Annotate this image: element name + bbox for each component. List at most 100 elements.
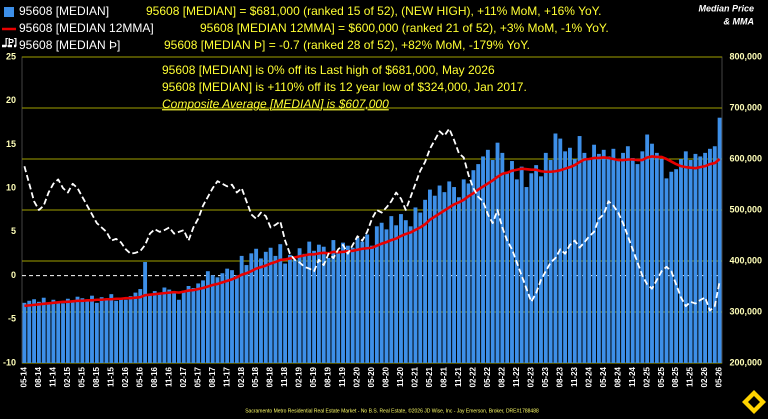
bar <box>534 165 539 363</box>
bar <box>645 134 650 363</box>
bar <box>611 148 616 363</box>
legend-label: 95608 [MEDIAN 12MMA] <box>19 21 154 35</box>
y-tick-label: -10 <box>3 357 16 367</box>
bar <box>360 241 365 363</box>
legend-label: 95608 [MEDIAN Þ] <box>19 38 120 52</box>
bar <box>32 299 36 363</box>
bar <box>355 238 360 363</box>
bar <box>640 151 645 363</box>
y2-tick-label: 300,000 <box>729 306 762 316</box>
bar <box>519 166 524 363</box>
bar <box>201 280 205 363</box>
bar <box>148 295 152 363</box>
x-tick-label: 08-22 <box>497 366 506 387</box>
bar <box>307 241 312 363</box>
bar <box>220 273 225 363</box>
bar <box>210 275 215 363</box>
annotation: 95608 [MEDIAN] is 0% off its Last high o… <box>162 63 495 77</box>
bar <box>481 156 485 363</box>
bar <box>99 297 104 363</box>
bar <box>717 117 722 363</box>
x-tick-label: 05-17 <box>193 366 202 387</box>
bar <box>123 299 128 363</box>
bar <box>321 246 326 363</box>
bar <box>283 263 288 363</box>
bar <box>336 251 341 363</box>
bar <box>679 159 683 363</box>
bar <box>181 290 186 363</box>
bar <box>94 302 99 363</box>
chart-title: Median Price <box>698 3 754 13</box>
x-tick-label: 08-21 <box>440 366 449 387</box>
bar <box>625 146 630 363</box>
bar <box>490 160 495 363</box>
bar <box>630 157 635 363</box>
x-tick-label: 02-15 <box>63 366 72 387</box>
x-tick-label: 11-19 <box>338 366 347 387</box>
bar <box>461 179 466 363</box>
bar-series <box>22 117 722 363</box>
bar <box>215 277 220 363</box>
bar <box>471 170 476 363</box>
bar <box>75 296 80 363</box>
x-tick-label: 02-17 <box>179 366 188 387</box>
bar <box>403 220 408 363</box>
bar <box>128 296 133 363</box>
x-tick-label: 08-16 <box>150 366 159 387</box>
bar <box>80 298 85 363</box>
bar <box>418 212 423 363</box>
bar <box>263 251 268 363</box>
bar <box>379 222 384 363</box>
bar <box>138 289 143 363</box>
bar <box>712 146 717 363</box>
bar <box>476 164 481 363</box>
bar <box>167 289 172 363</box>
bar <box>428 189 432 363</box>
bar <box>196 283 201 363</box>
bar <box>582 152 587 363</box>
bar <box>191 288 196 363</box>
bar <box>292 259 297 363</box>
bar <box>56 302 61 363</box>
bar <box>345 245 350 363</box>
bar <box>529 173 534 363</box>
bar <box>234 275 239 363</box>
logo-shape <box>748 396 760 408</box>
x-tick-label: 05-20 <box>367 366 376 387</box>
bar <box>447 181 452 363</box>
bar <box>568 147 572 363</box>
x-tick-label: 11-18 <box>280 366 289 387</box>
bar <box>577 136 582 363</box>
bar <box>239 255 244 363</box>
x-tick-label: 11-25 <box>686 366 695 387</box>
bar <box>297 248 302 363</box>
x-tick-label: 08-25 <box>671 366 680 387</box>
y2-tick-label: 400,000 <box>729 255 762 265</box>
bar <box>683 151 688 363</box>
bar <box>659 159 664 363</box>
x-tick-label: 02-22 <box>468 366 477 387</box>
bar <box>466 183 471 363</box>
bar <box>302 253 307 363</box>
bar <box>456 197 461 363</box>
bar <box>669 171 674 363</box>
x-tick-label: 02-20 <box>353 366 362 387</box>
bar <box>254 248 259 363</box>
y2-tick-label: 700,000 <box>729 102 762 112</box>
x-tick-label: 08-18 <box>266 366 275 387</box>
x-tick-label: 02-16 <box>121 366 130 387</box>
bar <box>553 133 558 363</box>
bar <box>601 149 606 363</box>
bar <box>413 207 418 363</box>
bar <box>572 159 577 363</box>
bar <box>326 257 331 363</box>
x-tick-label: 05-15 <box>77 366 86 387</box>
x-tick-label: 11-22 <box>512 366 521 387</box>
bar <box>157 293 162 363</box>
bar <box>394 225 399 363</box>
y2-tick-label: 800,000 <box>729 51 762 61</box>
y2-tick-label: 500,000 <box>729 204 762 214</box>
bar <box>27 300 32 363</box>
y-tick-label: 5 <box>11 226 16 236</box>
x-tick-label: 05-24 <box>599 366 608 387</box>
